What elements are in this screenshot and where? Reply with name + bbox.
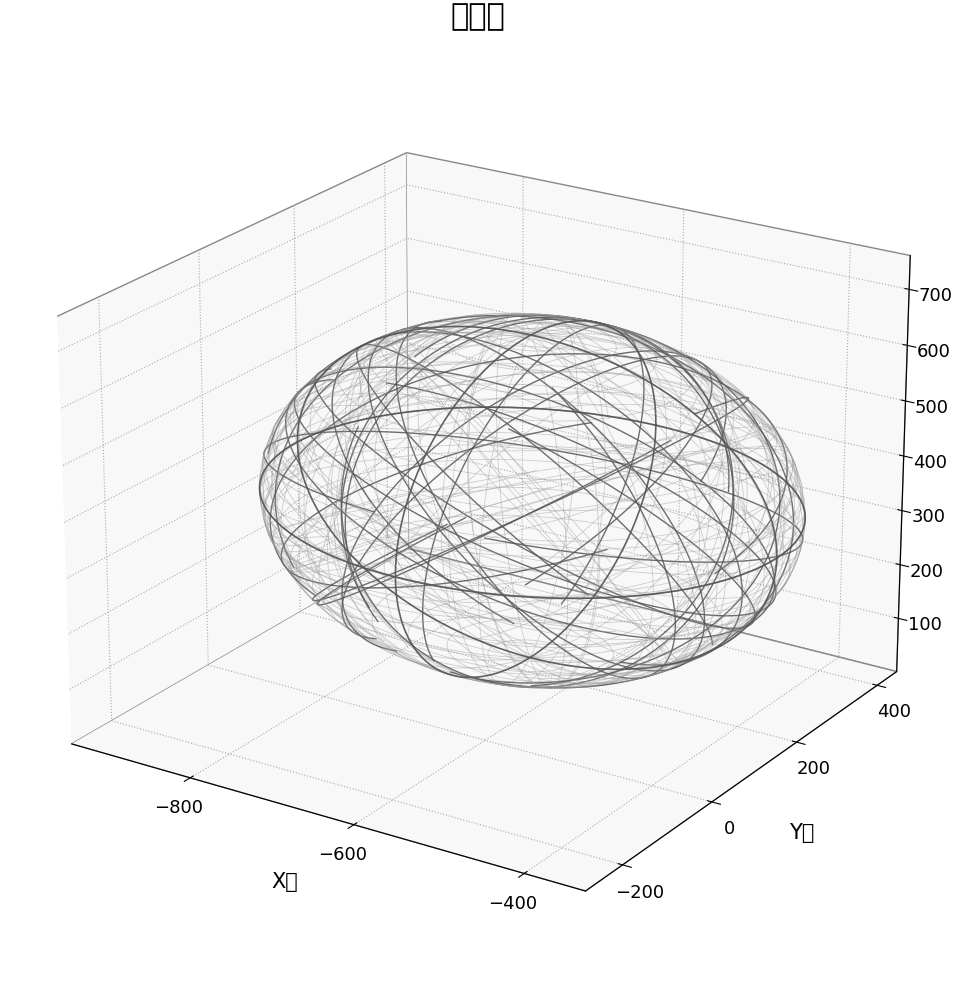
X-axis label: X轴: X轴 bbox=[272, 872, 298, 892]
Y-axis label: Y轴: Y轴 bbox=[789, 823, 815, 843]
Title: 校准前: 校准前 bbox=[450, 2, 506, 31]
